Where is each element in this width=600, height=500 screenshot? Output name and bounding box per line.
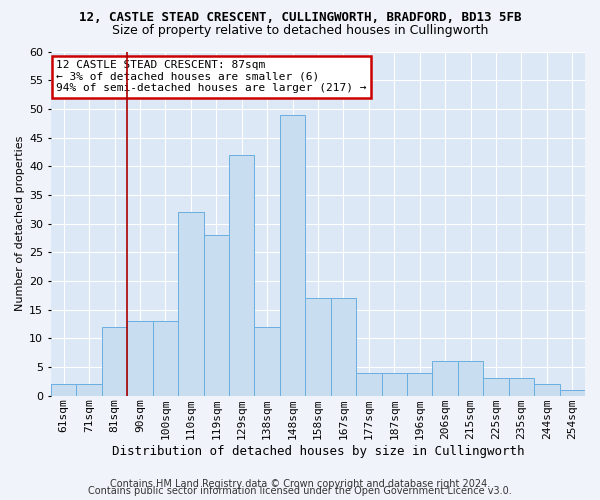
Text: 12, CASTLE STEAD CRESCENT, CULLINGWORTH, BRADFORD, BD13 5FB: 12, CASTLE STEAD CRESCENT, CULLINGWORTH,… [79,11,521,24]
Y-axis label: Number of detached properties: Number of detached properties [15,136,25,312]
Bar [51,384,76,396]
Text: Contains public sector information licensed under the Open Government Licence v3: Contains public sector information licen… [88,486,512,496]
X-axis label: Distribution of detached houses by size in Cullingworth: Distribution of detached houses by size … [112,444,524,458]
Bar [152,321,178,396]
Bar [102,327,127,396]
Bar [76,384,102,396]
Bar [229,155,254,396]
Bar [178,212,203,396]
Bar [356,372,382,396]
Bar [305,298,331,396]
Bar [280,114,305,396]
Bar [534,384,560,396]
Bar [127,321,152,396]
Bar [382,372,407,396]
Bar [458,361,483,396]
Bar [254,327,280,396]
Text: Contains HM Land Registry data © Crown copyright and database right 2024.: Contains HM Land Registry data © Crown c… [110,479,490,489]
Bar [483,378,509,396]
Text: 12 CASTLE STEAD CRESCENT: 87sqm
← 3% of detached houses are smaller (6)
94% of s: 12 CASTLE STEAD CRESCENT: 87sqm ← 3% of … [56,60,367,94]
Bar [509,378,534,396]
Bar [433,361,458,396]
Bar [560,390,585,396]
Bar [407,372,433,396]
Bar [203,235,229,396]
Text: Size of property relative to detached houses in Cullingworth: Size of property relative to detached ho… [112,24,488,37]
Bar [331,298,356,396]
